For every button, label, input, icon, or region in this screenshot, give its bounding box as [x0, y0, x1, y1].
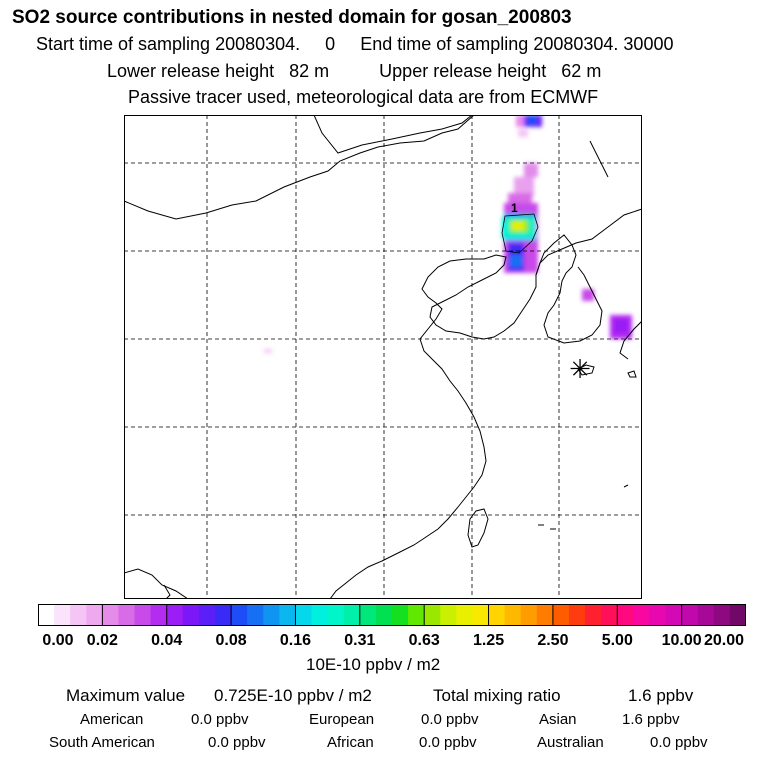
- colorbar-swatch: [633, 604, 650, 626]
- colorbar-swatch: [247, 604, 264, 626]
- colorbar-swatch: [327, 604, 345, 626]
- colorbar-swatch: [38, 604, 55, 626]
- start-value: 20080304. 0: [215, 34, 336, 54]
- total-mixing-value: 1.6 ppbv: [628, 686, 694, 705]
- colorbar-swatch: [617, 604, 634, 626]
- colorbar-swatch: [375, 604, 393, 626]
- colorbar-swatch: [198, 604, 216, 626]
- colorbar-swatch: [585, 604, 602, 626]
- tracer-note: Passive tracer used, meteorological data…: [128, 87, 599, 107]
- total-mixing-label: Total mixing ratio: [433, 686, 561, 705]
- colorbar-swatch: [665, 604, 683, 626]
- lat-lon-grid: [124, 115, 642, 599]
- region-australian-label: Australian: [537, 734, 604, 751]
- end-value: 20080304. 30000: [533, 34, 674, 54]
- map-plot: 1 ✳: [124, 115, 642, 599]
- colorbar-swatch: [424, 604, 441, 626]
- colorbar-swatch: [440, 604, 457, 626]
- colorbar-swatch: [182, 604, 200, 626]
- colorbar-tick-label: 10.00: [661, 632, 702, 649]
- colorbar-swatch: [729, 604, 746, 626]
- colorbar-swatch: [552, 604, 570, 626]
- end-label: End time of sampling: [360, 34, 529, 54]
- region-asian-label: Asian: [539, 711, 577, 728]
- receptor-gosan-marker: ✳: [569, 355, 591, 385]
- colorbar-swatch: [311, 604, 329, 626]
- colorbar-swatch: [488, 604, 506, 626]
- colorbar-swatch: [456, 604, 473, 626]
- colorbar-swatch: [359, 604, 377, 626]
- colorbar-swatch: [520, 604, 538, 626]
- region-south-american-label: South American: [49, 734, 155, 751]
- upper-release-label: Upper release height: [379, 61, 547, 81]
- colorbar-swatch: [86, 604, 103, 626]
- colorbar-swatch: [102, 604, 119, 626]
- colorbar-swatch: [150, 604, 168, 626]
- colorbar-swatch: [536, 604, 554, 626]
- colorbar-frame: [38, 604, 746, 626]
- colorbar-tick-label: 1.25: [472, 632, 505, 649]
- contour-label: 1: [511, 201, 518, 215]
- coastlines: [124, 115, 642, 599]
- colorbar-swatch: [343, 604, 361, 626]
- region-african-label: African: [327, 734, 374, 751]
- colorbar-tick-label: 0.04: [151, 632, 183, 649]
- region-south-american-value: 0.0 ppbv: [208, 734, 266, 751]
- colorbar-tick-label: 2.50: [537, 632, 569, 649]
- colorbar-unit: 10E-10 ppbv / m2: [306, 655, 441, 674]
- sampling-times: Start time of sampling 20080304. 0 End t…: [36, 35, 673, 53]
- colorbar-tick-label: 20.00: [703, 632, 745, 649]
- region-european-value: 0.0 ppbv: [421, 711, 479, 728]
- colorbar-tick-label: 0.31: [344, 632, 376, 649]
- upper-release-value: 62 m: [561, 61, 602, 81]
- region-african-value: 0.0 ppbv: [419, 734, 477, 751]
- so2-plume: [264, 115, 632, 353]
- region-asian-value: 1.6 ppbv: [622, 711, 680, 728]
- colorbar-swatch: [166, 604, 184, 626]
- release-heights: Lower release height 82 m Upper release …: [107, 62, 601, 80]
- colorbar-tick-label: 0.00: [42, 632, 74, 649]
- start-label: Start time of sampling: [36, 34, 211, 54]
- region-australian-value: 0.0 ppbv: [650, 734, 708, 751]
- colorbar-swatch: [649, 604, 666, 626]
- colorbar-swatch: [263, 604, 280, 626]
- colorbar-tick-label: 0.02: [86, 632, 118, 649]
- colorbar-swatch: [681, 604, 699, 626]
- colorbar-swatch: [504, 604, 522, 626]
- colorbar-swatch: [713, 604, 731, 626]
- contour-line: [501, 213, 539, 254]
- colorbar-swatch: [569, 604, 586, 626]
- map-frame: [124, 115, 642, 599]
- max-value: 0.725E-10 ppbv / m2: [214, 686, 372, 705]
- colorbar-swatch: [295, 604, 312, 626]
- max-value-label: Maximum value: [66, 686, 186, 705]
- chart-title: SO2 source contributions in nested domai…: [12, 7, 572, 28]
- region-european-label: European: [309, 711, 375, 728]
- colorbar-swatch: [697, 604, 715, 626]
- lower-release-label: Lower release height: [107, 61, 275, 81]
- colorbar: [38, 604, 746, 626]
- colorbar-swatch: [70, 604, 87, 626]
- region-american-label: American: [80, 711, 144, 728]
- colorbar-tick-label: 0.08: [215, 632, 247, 649]
- colorbar-swatch: [601, 604, 618, 626]
- colorbar-swatch: [472, 604, 489, 626]
- colorbar-swatch: [215, 604, 232, 626]
- colorbar-swatch: [279, 604, 296, 626]
- colorbar-swatch: [408, 604, 425, 626]
- colorbar-tick-label: 0.16: [279, 632, 312, 649]
- colorbar-tick-label: 5.00: [601, 632, 633, 649]
- colorbar-swatch: [231, 604, 248, 626]
- colorbar-swatch: [118, 604, 135, 626]
- colorbar-swatch: [54, 604, 71, 626]
- lower-release-value: 82 m: [289, 61, 330, 81]
- colorbar-swatch: [134, 604, 152, 626]
- colorbar-swatch: [392, 604, 409, 626]
- colorbar-tick-label: 0.63: [408, 632, 440, 649]
- region-american-value: 0.0 ppbv: [191, 711, 249, 728]
